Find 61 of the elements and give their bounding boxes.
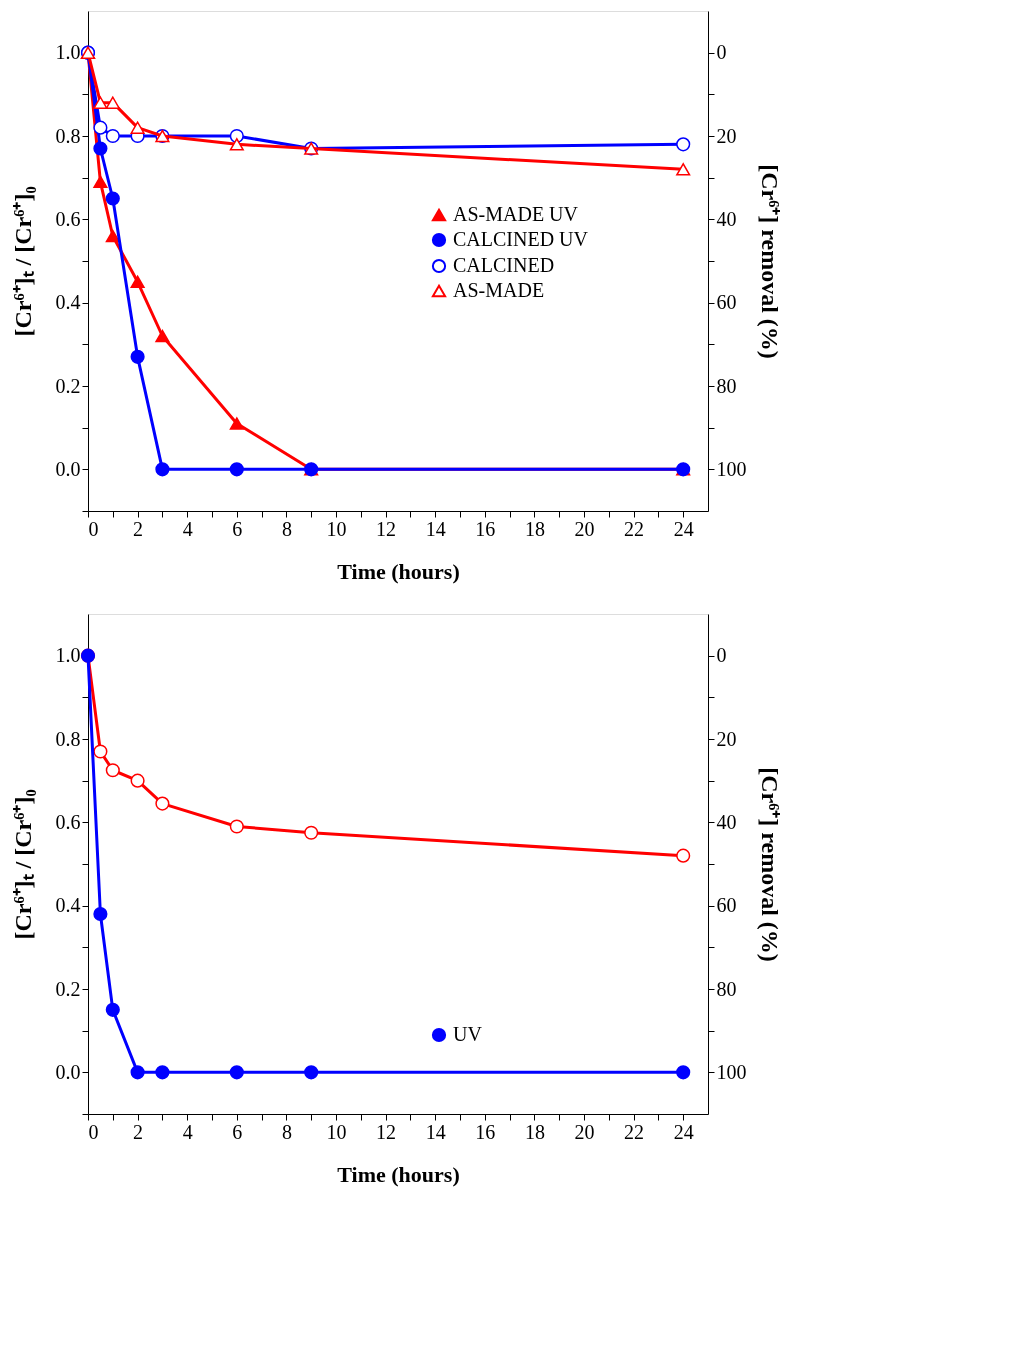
y-tick-label: 0.0 bbox=[55, 1060, 81, 1083]
x-tick-label: 14 bbox=[425, 1120, 446, 1143]
y2-tick-label: 100 bbox=[716, 457, 747, 480]
x-tick-label: 18 bbox=[524, 517, 545, 540]
x-axis-title: Time (hours) bbox=[337, 558, 460, 584]
y-tick-label: 0.8 bbox=[55, 727, 81, 750]
y2-tick-label: 0 bbox=[716, 644, 727, 667]
legend-label: CALCINED UV bbox=[453, 228, 589, 250]
y-tick-label: 0.8 bbox=[55, 124, 81, 147]
y2-tick-label: 80 bbox=[716, 374, 737, 397]
y-axis-title: [Cr⁶⁺]ₜ / [Cr⁶⁺]₀ bbox=[9, 789, 36, 940]
x-tick-label: 0 bbox=[88, 1120, 99, 1143]
x-tick-label: 20 bbox=[574, 517, 595, 540]
y-tick-label: 0.4 bbox=[55, 894, 81, 917]
x-tick-label: 4 bbox=[182, 517, 193, 540]
x-tick-label: 8 bbox=[281, 1120, 292, 1143]
y-tick-label: 0.6 bbox=[55, 207, 81, 230]
y2-tick-label: 20 bbox=[716, 124, 737, 147]
x-axis-title: Time (hours) bbox=[337, 1161, 460, 1187]
y2-tick-label: 60 bbox=[716, 291, 737, 314]
y-tick-label: 0.2 bbox=[55, 977, 81, 1000]
x-tick-label: 2 bbox=[133, 1120, 144, 1143]
y2-tick-label: 40 bbox=[716, 810, 737, 833]
y2-tick-label: 60 bbox=[716, 894, 737, 917]
y-tick-label: 0.4 bbox=[55, 291, 81, 314]
y-tick-label: 0.0 bbox=[55, 457, 81, 480]
x-tick-label: 4 bbox=[182, 1120, 193, 1143]
legend-label: AS-MADE bbox=[453, 279, 545, 301]
x-tick-label: 6 bbox=[232, 1120, 243, 1143]
x-tick-label: 24 bbox=[673, 1120, 694, 1143]
x-tick-label: 2 bbox=[133, 517, 144, 540]
y-tick-label: 1.0 bbox=[55, 644, 81, 667]
x-tick-label: 8 bbox=[281, 517, 292, 540]
x-tick-label: 22 bbox=[624, 517, 645, 540]
y2-tick-label: 0 bbox=[716, 41, 727, 64]
x-tick-label: 16 bbox=[475, 1120, 496, 1143]
y2-axis-title: [Cr⁶⁺] removal (%) bbox=[756, 767, 783, 962]
x-tick-label: 18 bbox=[524, 1120, 545, 1143]
legend-label: AS-MADE UV bbox=[453, 203, 579, 225]
x-tick-label: 10 bbox=[326, 517, 347, 540]
x-tick-label: 16 bbox=[475, 517, 496, 540]
legend-label: CALCINED bbox=[453, 254, 555, 276]
y-tick-label: 0.6 bbox=[55, 810, 81, 833]
y-axis-title: [Cr⁶⁺]ₜ / [Cr⁶⁺]₀ bbox=[9, 186, 36, 337]
x-tick-label: 24 bbox=[673, 517, 694, 540]
x-tick-label: 14 bbox=[425, 517, 446, 540]
y-tick-label: 0.2 bbox=[55, 374, 81, 397]
x-tick-label: 10 bbox=[326, 1120, 347, 1143]
y2-axis-title: [Cr⁶⁺] removal (%) bbox=[756, 164, 783, 359]
y-tick-label: 1.0 bbox=[55, 41, 81, 64]
x-tick-label: 12 bbox=[376, 1120, 397, 1143]
x-tick-label: 12 bbox=[376, 517, 397, 540]
x-tick-label: 20 bbox=[574, 1120, 595, 1143]
y2-tick-label: 40 bbox=[716, 207, 737, 230]
x-tick-label: 0 bbox=[88, 517, 99, 540]
y2-tick-label: 80 bbox=[716, 977, 737, 1000]
x-tick-label: 6 bbox=[232, 517, 243, 540]
legend-label: UV bbox=[453, 1023, 483, 1045]
y2-tick-label: 20 bbox=[716, 727, 737, 750]
y2-tick-label: 100 bbox=[716, 1060, 747, 1083]
x-tick-label: 22 bbox=[624, 1120, 645, 1143]
